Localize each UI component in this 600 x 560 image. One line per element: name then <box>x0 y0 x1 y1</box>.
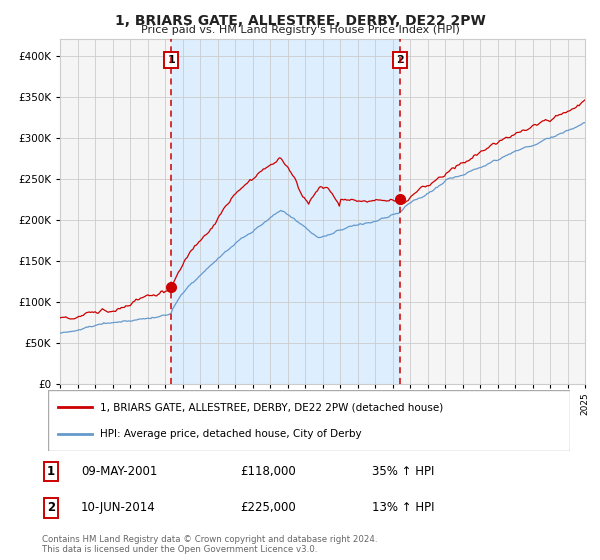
Text: HPI: Average price, detached house, City of Derby: HPI: Average price, detached house, City… <box>100 429 362 439</box>
Text: 13% ↑ HPI: 13% ↑ HPI <box>372 501 434 515</box>
Text: 10-JUN-2014: 10-JUN-2014 <box>81 501 156 515</box>
FancyBboxPatch shape <box>48 390 570 451</box>
Text: Contains HM Land Registry data © Crown copyright and database right 2024.: Contains HM Land Registry data © Crown c… <box>42 535 377 544</box>
Text: Price paid vs. HM Land Registry's House Price Index (HPI): Price paid vs. HM Land Registry's House … <box>140 25 460 35</box>
Text: 2: 2 <box>397 55 404 65</box>
Text: £225,000: £225,000 <box>240 501 296 515</box>
Text: 09-MAY-2001: 09-MAY-2001 <box>81 465 157 478</box>
Text: 1: 1 <box>47 465 55 478</box>
Text: 35% ↑ HPI: 35% ↑ HPI <box>372 465 434 478</box>
Bar <box>171 39 400 384</box>
Text: 1: 1 <box>167 55 175 65</box>
Text: £118,000: £118,000 <box>240 465 296 478</box>
Text: This data is licensed under the Open Government Licence v3.0.: This data is licensed under the Open Gov… <box>42 545 317 554</box>
Text: 1, BRIARS GATE, ALLESTREE, DERBY, DE22 2PW: 1, BRIARS GATE, ALLESTREE, DERBY, DE22 2… <box>115 14 485 28</box>
Text: 1, BRIARS GATE, ALLESTREE, DERBY, DE22 2PW (detached house): 1, BRIARS GATE, ALLESTREE, DERBY, DE22 2… <box>100 402 443 412</box>
Text: 2: 2 <box>47 501 55 515</box>
